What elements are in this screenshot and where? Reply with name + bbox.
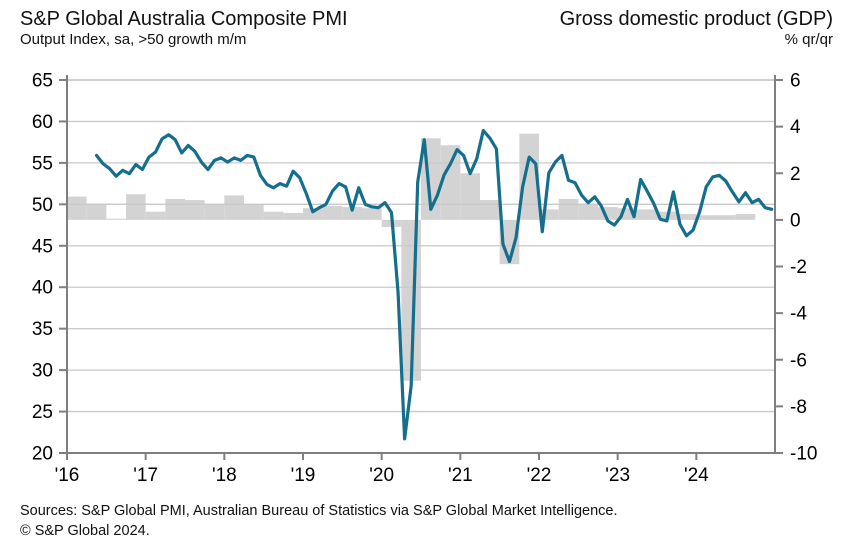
gdp-bar — [244, 204, 264, 220]
gdp-bar — [637, 209, 657, 220]
left-axis-tick-label: 50 — [32, 195, 53, 216]
gdp-bar — [558, 198, 579, 220]
left-axis-tick-label: 40 — [32, 278, 53, 299]
right-axis-tick-label: 0 — [790, 210, 801, 231]
gdp-bar — [519, 133, 539, 220]
gdp-bar — [86, 203, 107, 220]
x-axis-tick-label: '24 — [684, 465, 709, 486]
x-axis-tick-label: '18 — [212, 465, 237, 486]
gdp-bar — [106, 218, 126, 220]
gdp-bar — [735, 214, 756, 220]
right-axis-tick-label: -10 — [790, 444, 817, 465]
gdp-bar — [362, 208, 382, 220]
x-axis-tick-label: '23 — [605, 465, 630, 486]
gdp-bar — [460, 173, 480, 220]
gdp-bar — [499, 219, 520, 265]
right-axis-tick-label: -4 — [790, 304, 807, 325]
gdp-bar — [480, 200, 500, 220]
x-axis-tick-label: '22 — [527, 465, 552, 486]
chart-footer: Sources: S&P Global PMI, Australian Bure… — [20, 501, 617, 541]
right-axis-tick-label: 2 — [790, 164, 801, 185]
left-axis-tick-label: 55 — [32, 153, 53, 174]
chart-subtitle-left: Output Index, sa, >50 growth m/m — [20, 31, 247, 48]
x-axis-tick-label: '16 — [55, 465, 80, 486]
gdp-bar — [303, 208, 323, 220]
gdp-bar — [224, 195, 244, 220]
gdp-bar — [185, 200, 205, 220]
gdp-bar — [696, 215, 716, 220]
gdp-bar — [676, 214, 697, 220]
x-axis-tick-label: '17 — [133, 465, 158, 486]
left-axis-tick-label: 35 — [32, 319, 53, 340]
gdp-bar — [263, 211, 284, 220]
right-axis-tick-label: 4 — [790, 117, 801, 138]
left-axis-tick-label: 60 — [32, 112, 53, 133]
gdp-bar — [539, 209, 559, 220]
gdp-bar — [283, 212, 303, 220]
gdp-bar — [578, 203, 598, 220]
chart-title-right: Gross domestic product (GDP) — [559, 8, 833, 30]
chart-subtitle-right: % qr/qr — [784, 31, 833, 48]
gdp-bar — [165, 198, 185, 220]
gdp-bar — [716, 215, 736, 220]
x-axis-tick-label: '19 — [291, 465, 316, 486]
gdp-bar — [126, 194, 146, 220]
right-axis-tick-label: -2 — [790, 257, 807, 278]
left-axis-tick-label: 30 — [32, 361, 53, 382]
pmi-line — [94, 128, 774, 441]
right-axis-tick-label: -8 — [790, 397, 807, 418]
gdp-bar — [145, 211, 166, 220]
gdp-bar — [440, 145, 461, 220]
gdp-bar — [342, 207, 362, 220]
gdp-bar — [204, 204, 225, 220]
left-axis-tick-label: 25 — [32, 402, 53, 423]
gdp-bar — [617, 208, 638, 220]
x-axis-tick-label: '21 — [448, 465, 473, 486]
left-axis-tick-label: 45 — [32, 236, 53, 257]
right-axis-tick-label: 6 — [790, 71, 801, 92]
sources-text: Sources: S&P Global PMI, Australian Bure… — [20, 503, 618, 519]
x-axis-tick-label: '20 — [369, 465, 394, 486]
chart-title-left: S&P Global Australia Composite PMI — [20, 8, 348, 30]
copyright-text: © S&P Global 2024. — [20, 523, 150, 539]
left-axis-tick-label: 20 — [32, 444, 53, 465]
right-axis-tick-label: -6 — [790, 350, 807, 371]
gdp-bar — [322, 205, 343, 220]
gdp-bar — [67, 196, 87, 220]
left-axis-tick-label: 65 — [32, 71, 53, 92]
